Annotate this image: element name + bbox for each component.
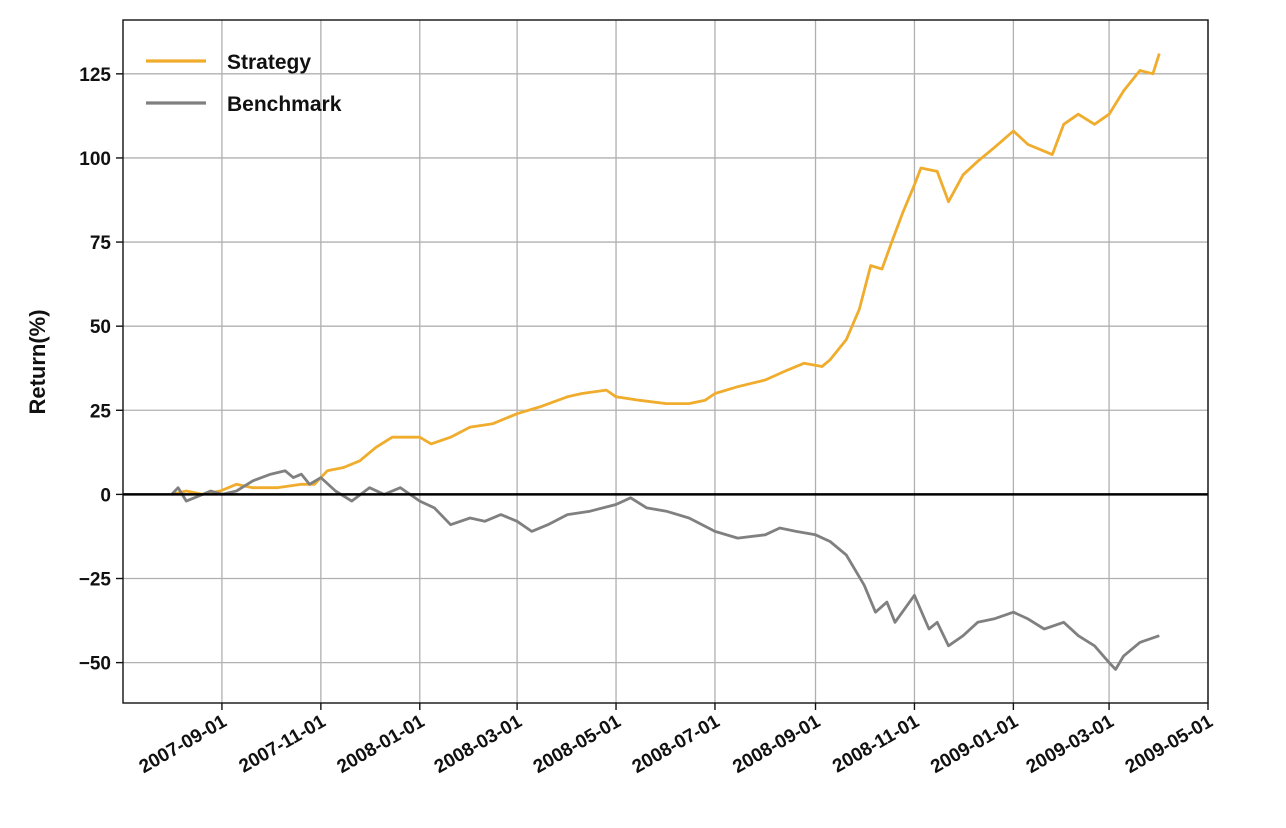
y-tick-label: 75 bbox=[90, 233, 112, 254]
legend: Strategy Benchmark bbox=[146, 51, 342, 116]
x-tick-label: 2008-11-01 bbox=[829, 711, 923, 777]
y-tick-label: 125 bbox=[79, 65, 111, 86]
x-tick-label: 2008-07-01 bbox=[629, 711, 724, 778]
y-axis: 125 100 75 50 25 0 −25 −50 bbox=[79, 65, 123, 675]
y-tick-label: 25 bbox=[90, 401, 112, 422]
x-tick-label: 2009-01-01 bbox=[927, 711, 1022, 778]
x-tick-label: 2008-01-01 bbox=[334, 711, 429, 778]
x-tick-label: 2009-05-01 bbox=[1122, 711, 1217, 778]
y-tick-label: 0 bbox=[100, 485, 111, 506]
legend-label-strategy: Strategy bbox=[227, 51, 311, 74]
series-line-benchmark bbox=[170, 469, 1160, 671]
y-tick-label: −50 bbox=[79, 654, 111, 675]
x-tick-label: 2008-03-01 bbox=[431, 711, 526, 778]
x-tick-label: 2008-05-01 bbox=[530, 711, 625, 778]
plot-frame bbox=[122, 19, 1209, 704]
x-axis: 2007-09-01 2007-11-01 2008-01-01 2008-03-01… bbox=[136, 703, 1217, 778]
legend-label-benchmark: Benchmark bbox=[227, 93, 342, 116]
x-tick-label: 2007-09-01 bbox=[136, 711, 231, 778]
y-tick-label: 50 bbox=[90, 317, 111, 338]
y-tick-label: 100 bbox=[79, 149, 111, 170]
grid bbox=[123, 20, 1209, 703]
x-tick-label: 2007-11-01 bbox=[236, 711, 330, 777]
series-lines bbox=[170, 53, 1161, 671]
series-line-strategy bbox=[171, 53, 1161, 496]
x-tick-label: 2009-03-01 bbox=[1023, 711, 1118, 778]
y-axis-label: Return(%) bbox=[25, 309, 50, 414]
x-tick-label: 2008-09-01 bbox=[729, 711, 824, 778]
y-tick-label: −25 bbox=[79, 570, 112, 591]
